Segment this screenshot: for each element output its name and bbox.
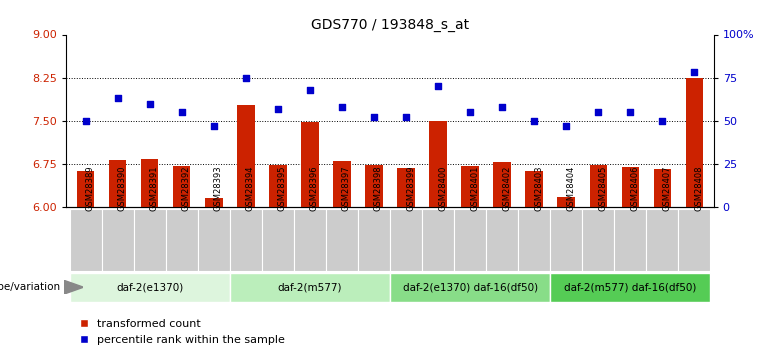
Point bbox=[271, 106, 284, 111]
Point bbox=[432, 83, 445, 89]
Text: GSM28407: GSM28407 bbox=[662, 165, 672, 210]
Bar bbox=[550, 209, 583, 271]
Point bbox=[400, 115, 413, 120]
Bar bbox=[558, 197, 575, 207]
Text: GSM28391: GSM28391 bbox=[150, 165, 158, 210]
Point bbox=[624, 109, 636, 115]
Bar bbox=[647, 209, 679, 271]
Bar bbox=[486, 209, 518, 271]
Text: GSM28390: GSM28390 bbox=[118, 165, 126, 210]
Bar bbox=[550, 273, 711, 302]
Bar bbox=[615, 209, 647, 271]
Point bbox=[144, 101, 156, 106]
Title: GDS770 / 193848_s_at: GDS770 / 193848_s_at bbox=[311, 18, 469, 32]
Text: GSM28397: GSM28397 bbox=[342, 165, 351, 210]
Text: GSM28408: GSM28408 bbox=[694, 165, 704, 210]
Text: GSM28398: GSM28398 bbox=[374, 165, 383, 210]
Bar bbox=[679, 209, 711, 271]
Bar bbox=[429, 121, 447, 207]
Bar bbox=[237, 105, 254, 207]
Bar bbox=[69, 209, 101, 271]
Bar bbox=[262, 209, 294, 271]
Text: GSM28402: GSM28402 bbox=[502, 165, 511, 210]
Bar bbox=[590, 165, 607, 207]
Bar bbox=[518, 209, 550, 271]
Bar bbox=[358, 209, 390, 271]
Text: daf-2(e1370): daf-2(e1370) bbox=[116, 282, 183, 292]
Point bbox=[367, 115, 380, 120]
Bar bbox=[333, 161, 351, 207]
Bar bbox=[494, 162, 511, 207]
Bar bbox=[230, 273, 390, 302]
Polygon shape bbox=[64, 280, 83, 294]
Text: GSM28394: GSM28394 bbox=[246, 165, 255, 210]
Bar bbox=[133, 209, 165, 271]
Bar bbox=[583, 209, 615, 271]
Bar bbox=[326, 209, 358, 271]
Bar bbox=[108, 160, 126, 207]
Text: GSM28396: GSM28396 bbox=[310, 165, 319, 210]
Text: GSM28389: GSM28389 bbox=[86, 165, 94, 210]
Point bbox=[656, 118, 668, 124]
Bar bbox=[205, 198, 222, 207]
Point bbox=[176, 109, 188, 115]
Point bbox=[335, 104, 348, 110]
Point bbox=[560, 123, 573, 129]
Bar bbox=[69, 273, 230, 302]
Bar bbox=[269, 165, 286, 207]
Bar bbox=[654, 169, 672, 207]
Bar bbox=[622, 167, 639, 207]
Bar bbox=[230, 209, 262, 271]
Bar bbox=[397, 168, 415, 207]
Bar bbox=[454, 209, 486, 271]
Bar bbox=[141, 159, 158, 207]
Text: GSM28403: GSM28403 bbox=[534, 165, 543, 210]
Point bbox=[112, 96, 124, 101]
Text: GSM28393: GSM28393 bbox=[214, 165, 223, 210]
Point bbox=[303, 87, 316, 92]
Bar bbox=[165, 209, 197, 271]
Text: GSM28395: GSM28395 bbox=[278, 165, 287, 210]
Bar bbox=[173, 166, 190, 207]
Bar bbox=[197, 209, 230, 271]
Bar bbox=[301, 122, 319, 207]
Text: GSM28399: GSM28399 bbox=[406, 165, 415, 210]
Text: GSM28405: GSM28405 bbox=[598, 165, 608, 210]
Text: daf-2(e1370) daf-16(df50): daf-2(e1370) daf-16(df50) bbox=[402, 282, 537, 292]
Bar bbox=[686, 78, 704, 207]
Point bbox=[239, 75, 252, 80]
Text: GSM28392: GSM28392 bbox=[182, 165, 190, 210]
Text: GSM28401: GSM28401 bbox=[470, 165, 479, 210]
Text: GSM28406: GSM28406 bbox=[630, 165, 640, 210]
Bar bbox=[76, 171, 94, 207]
Bar bbox=[294, 209, 326, 271]
Point bbox=[496, 104, 509, 110]
Point bbox=[688, 70, 700, 75]
Text: GSM28400: GSM28400 bbox=[438, 165, 447, 210]
Legend: transformed count, percentile rank within the sample: transformed count, percentile rank withi… bbox=[80, 319, 285, 345]
Bar bbox=[461, 166, 479, 207]
Point bbox=[207, 123, 220, 129]
Point bbox=[528, 118, 541, 124]
Bar bbox=[422, 209, 454, 271]
Text: daf-2(m577): daf-2(m577) bbox=[278, 282, 342, 292]
Point bbox=[592, 109, 604, 115]
Bar bbox=[101, 209, 133, 271]
Text: genotype/variation: genotype/variation bbox=[0, 282, 61, 292]
Point bbox=[464, 109, 477, 115]
Bar bbox=[390, 209, 422, 271]
Text: daf-2(m577) daf-16(df50): daf-2(m577) daf-16(df50) bbox=[564, 282, 697, 292]
Bar bbox=[365, 165, 383, 207]
Text: GSM28404: GSM28404 bbox=[566, 165, 576, 210]
Bar bbox=[390, 273, 550, 302]
Point bbox=[80, 118, 92, 124]
Bar bbox=[526, 171, 543, 207]
